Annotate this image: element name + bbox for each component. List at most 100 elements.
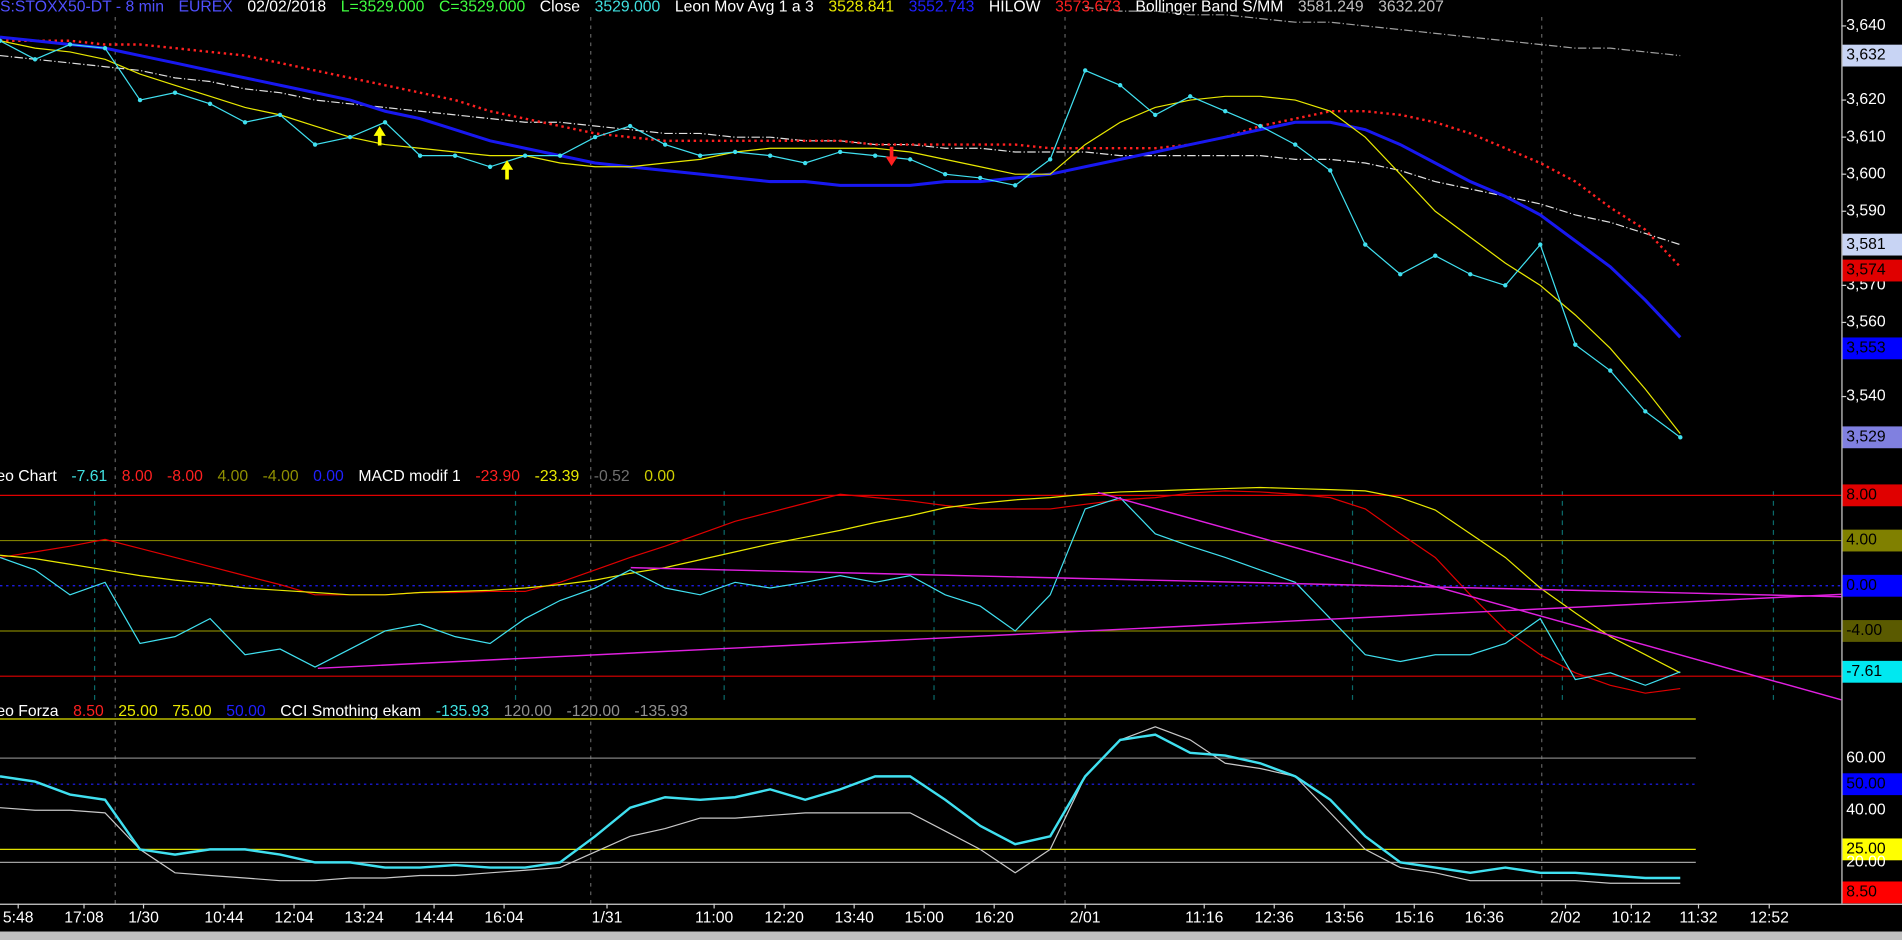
y-tick-label: 3,540 [1846, 388, 1886, 405]
legend-text: CCI Smothing ekam [280, 703, 421, 720]
legend-text: L=3529.000 [341, 0, 425, 15]
legend-text: 3573.673 [1055, 0, 1121, 15]
x-tick-label: 2/02 [1550, 909, 1581, 926]
x-tick-label: 15:00 [904, 909, 944, 926]
x-tick-label: 12:04 [274, 909, 314, 926]
series-point [1083, 68, 1088, 73]
x-tick-label: 16:36 [1465, 909, 1505, 926]
series-point [32, 57, 38, 62]
y-tick-label: 3,640 [1846, 17, 1886, 34]
legend-text: 3552.743 [909, 0, 975, 15]
series-point [1188, 94, 1193, 99]
series-point [1503, 283, 1508, 288]
scrollbar[interactable] [0, 931, 1902, 940]
y-tick-label: 3,600 [1846, 165, 1886, 182]
series-line [0, 726, 1681, 884]
legend-text: -7.61 [71, 468, 107, 485]
series-point [732, 149, 738, 155]
level-label: 60.00 [1846, 749, 1886, 766]
series-point [1293, 142, 1298, 147]
series-point [382, 120, 388, 125]
y-tick-label: 3,590 [1846, 202, 1886, 219]
series-point [942, 172, 948, 177]
legend-text: Close [540, 0, 581, 15]
x-tick-label: 16:04 [484, 909, 524, 926]
trendline [317, 593, 1842, 670]
series-point [0, 38, 3, 43]
series-point [1573, 342, 1578, 347]
legend-text: 8.00 [122, 468, 153, 485]
value-badge-label: 3,632 [1846, 47, 1885, 64]
series-point [767, 153, 773, 158]
series-point [978, 175, 983, 181]
legend-text: -120.00 [566, 703, 620, 720]
value-badge [1842, 44, 1902, 67]
legend-text: S:STOXX50-DT - 8 min [0, 0, 164, 15]
series-point [1013, 183, 1018, 188]
y-tick-label: 3,620 [1846, 91, 1886, 108]
legend-text: 75.00 [172, 703, 212, 720]
value-badge-label: -7.61 [1846, 663, 1882, 680]
legend-text: -4.00 [263, 468, 299, 485]
series-point [627, 123, 633, 129]
plot-area [0, 6, 1842, 884]
x-tick-label: 12:20 [764, 909, 804, 926]
legend-text: Bollinger Band S/MM [1135, 0, 1283, 15]
trendline [630, 566, 1842, 598]
series-point [907, 157, 913, 162]
level-label: 50.00 [1846, 775, 1886, 792]
legend-text: 3581.249 [1298, 0, 1364, 15]
series-point [522, 153, 528, 158]
series-point [1258, 123, 1263, 129]
x-tick-label: 1/31 [592, 909, 623, 926]
series-point [802, 160, 808, 166]
value-badge [1842, 660, 1902, 683]
level-label: 20.00 [1846, 854, 1886, 871]
series-point [67, 42, 73, 47]
series-line [0, 733, 1681, 880]
series-point [452, 153, 458, 158]
level-badge [1842, 529, 1902, 552]
series-point [1643, 409, 1648, 414]
level-label: 8.50 [1846, 884, 1877, 901]
signal-arrows [373, 126, 898, 180]
series-point [242, 120, 248, 125]
time-axis-area [0, 903, 1902, 932]
x-tick-label: 5:48 [3, 909, 34, 926]
series-point [1608, 368, 1613, 373]
y-tick-label: 3,560 [1846, 314, 1886, 331]
level-label: 8.00 [1846, 486, 1877, 503]
series-point [102, 45, 108, 51]
series-point [1433, 253, 1438, 258]
x-tick-label: 11:32 [1679, 909, 1717, 926]
buy-arrow [500, 160, 514, 180]
series-point [1118, 83, 1123, 88]
series-point [1398, 272, 1403, 277]
legend-text: MACD modif 1 [358, 468, 460, 485]
legend-text: 3528.841 [828, 0, 894, 15]
x-tick-label: 12:52 [1750, 909, 1789, 926]
x-tick-label: 15:16 [1395, 909, 1435, 926]
series-line [0, 486, 1681, 674]
legend-text: 4.00 [217, 468, 248, 485]
legend-text: eo Forza [0, 703, 59, 720]
level-badge [1842, 574, 1902, 597]
x-tick-label: 10:44 [204, 909, 244, 926]
series-point [277, 112, 283, 118]
x-tick-label: 11:00 [695, 909, 733, 926]
legend-text: -8.00 [167, 468, 203, 485]
x-tick-label: 14:44 [414, 909, 454, 926]
legend-text: 8.50 [73, 703, 104, 720]
series-point [207, 101, 213, 106]
series-point [557, 153, 563, 158]
series-point [1153, 112, 1158, 118]
series-line [0, 496, 1681, 686]
legend-text: 3632.207 [1378, 0, 1444, 15]
value-badge [1842, 259, 1902, 282]
legend-text: C=3529.000 [439, 0, 526, 15]
x-tick-label: 1/30 [128, 909, 159, 926]
x-tick-label: 10:12 [1612, 909, 1651, 926]
level-label: 40.00 [1846, 801, 1886, 818]
